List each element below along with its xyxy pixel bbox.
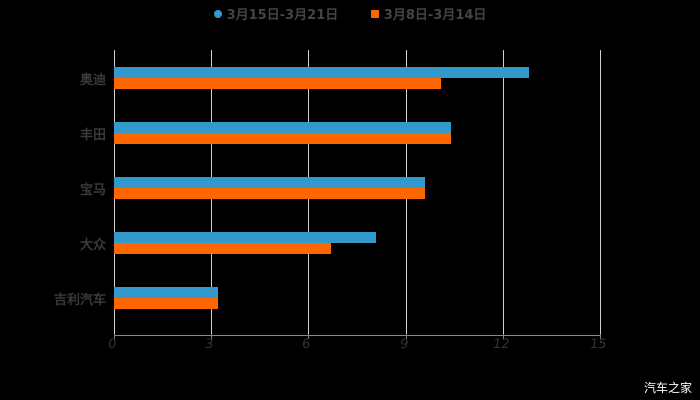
- x-axis-line: [114, 335, 600, 336]
- x-tick-label: 3: [204, 337, 215, 352]
- x-tick-label: 9: [398, 337, 409, 352]
- legend-item-series1[interactable]: 3月15日-3月21日: [213, 4, 339, 23]
- legend-item-series2[interactable]: 3月8日-3月14日: [370, 4, 487, 23]
- category-label: 吉利汽车: [53, 293, 106, 308]
- x-tick: [114, 334, 115, 339]
- bar-series2[interactable]: [114, 243, 332, 254]
- x-tick: [600, 334, 601, 339]
- bar-series2[interactable]: [114, 298, 218, 309]
- legend-label: 3月15日-3月21日: [226, 8, 339, 23]
- bar-series2[interactable]: [114, 133, 451, 144]
- x-tick-label: 12: [491, 337, 511, 352]
- x-tick: [405, 334, 407, 339]
- watermark: 汽车之家: [643, 381, 692, 395]
- x-tick-label: 6: [301, 337, 312, 352]
- legend-label: 3月8日-3月14日: [383, 8, 487, 23]
- category-label: 宝马: [79, 183, 106, 198]
- bar-series1[interactable]: [114, 232, 377, 243]
- bar-series1[interactable]: [114, 67, 529, 78]
- gridline: [502, 50, 504, 334]
- x-tick-label: 15: [588, 337, 608, 352]
- square-marker-icon: [370, 9, 379, 18]
- x-tick: [211, 334, 213, 339]
- bar-series1[interactable]: [114, 177, 426, 188]
- x-tick-label: 0: [106, 337, 118, 352]
- bar-series1[interactable]: [114, 287, 218, 298]
- chart-legend: 3月15日-3月21日 3月8日-3月14日: [0, 4, 700, 23]
- category-label: 奥迪: [79, 73, 106, 88]
- bar-series1[interactable]: [114, 122, 451, 133]
- x-tick: [502, 334, 504, 339]
- gridline: [600, 50, 601, 334]
- bar-series2[interactable]: [114, 188, 426, 199]
- bar-series2[interactable]: [114, 78, 442, 89]
- category-label: 丰田: [79, 128, 106, 143]
- category-label: 大众: [79, 238, 106, 253]
- circle-marker-icon: [213, 9, 222, 18]
- x-tick: [308, 334, 310, 339]
